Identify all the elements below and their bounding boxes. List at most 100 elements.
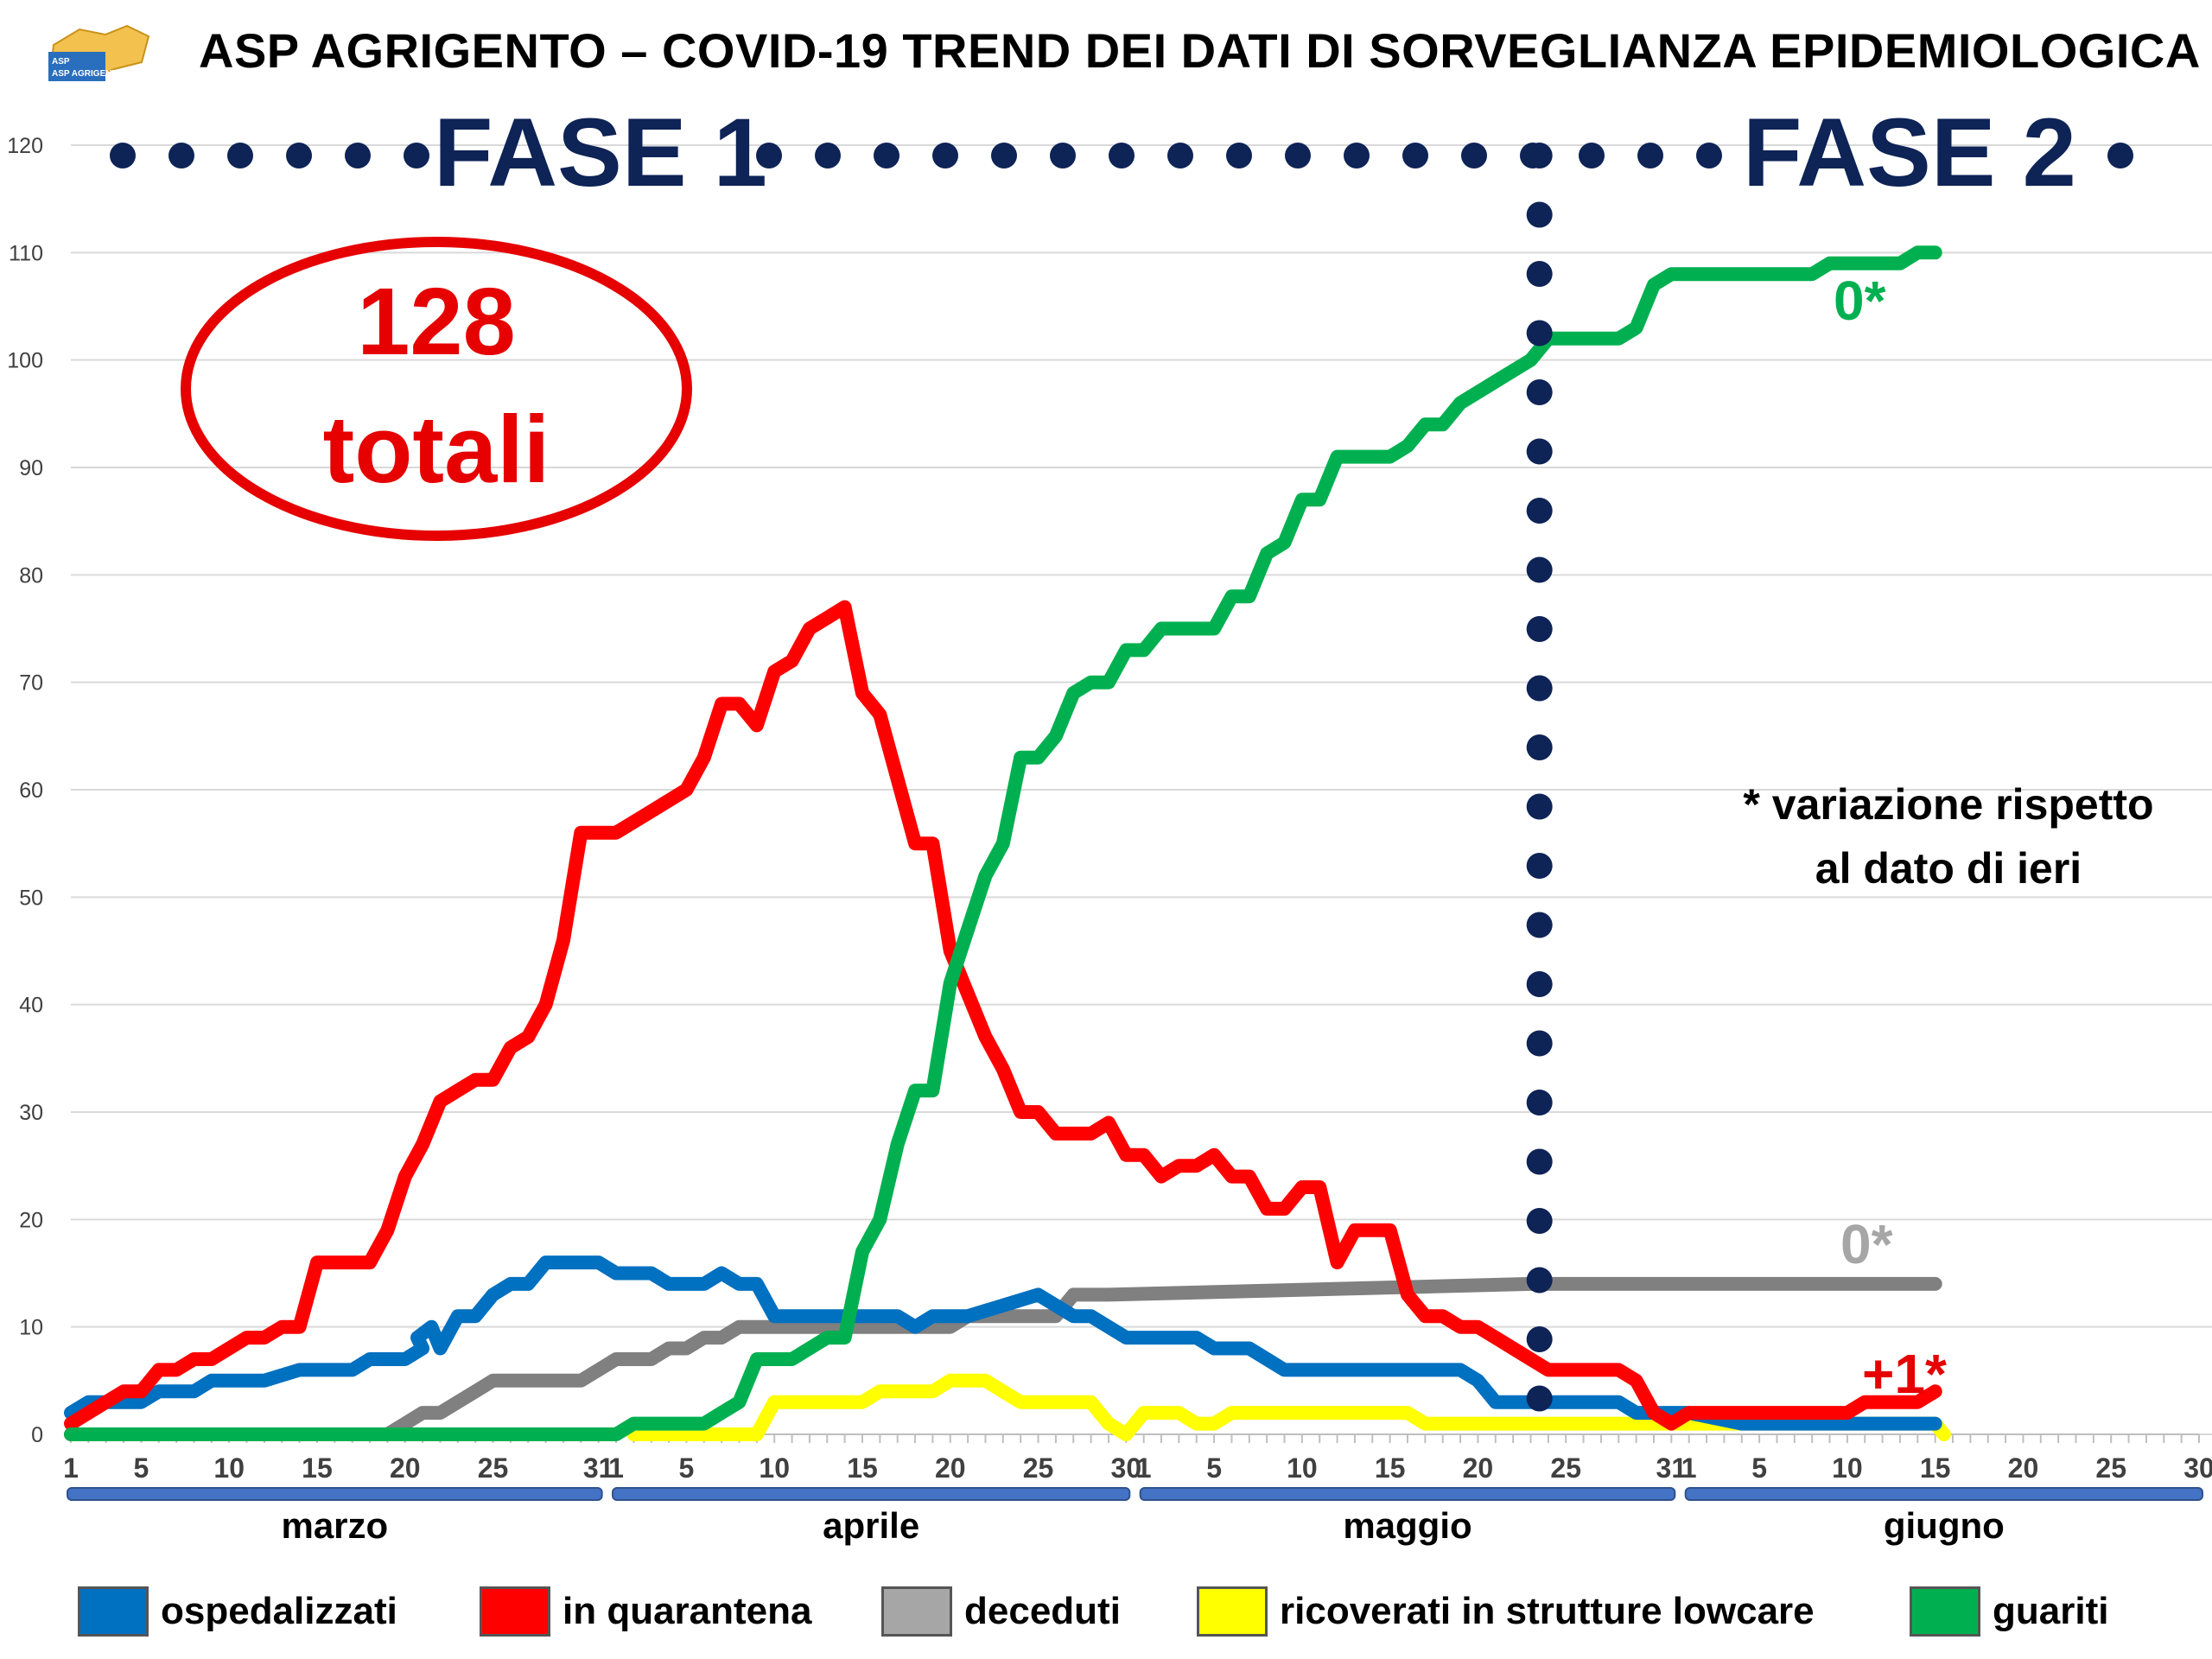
series-lines	[64, 245, 1951, 1441]
phase-dot	[932, 143, 958, 168]
y-tick-label: 20	[19, 1208, 43, 1232]
phase-dot	[1344, 143, 1370, 168]
month-bar	[67, 1487, 603, 1501]
phase-dot	[1109, 143, 1135, 168]
note-line2: al dato di ieri	[1815, 844, 2082, 893]
phase-dot	[1050, 143, 1076, 168]
phase-divider-dot	[1526, 143, 1553, 168]
series-line-deceduti	[64, 1276, 1942, 1441]
x-tick-label: 20	[935, 1452, 966, 1484]
phase-dot	[1696, 143, 1722, 168]
phase-divider-dot	[1526, 1208, 1553, 1234]
x-tick-label: 1	[1681, 1452, 1697, 1484]
phase-dot	[1402, 143, 1428, 168]
legend-label: deceduti	[964, 1590, 1121, 1632]
x-tick-label: 1	[63, 1452, 79, 1484]
month-label: giugno	[1884, 1505, 2005, 1546]
y-axis-ticks: 0 10 20 30 40 50 60 70 80 90 100 110 120	[7, 134, 43, 1447]
x-tick-label: 20	[2008, 1452, 2039, 1484]
legend-label: guariti	[1993, 1590, 2109, 1632]
legend-label: ricoverati in strutture lowcare	[1280, 1590, 1815, 1632]
annotation-quarantena: +1*	[1862, 1343, 1947, 1405]
x-tick-label: 10	[759, 1452, 790, 1484]
phase-dot	[1579, 143, 1605, 168]
phase-divider-dot	[1526, 1030, 1553, 1057]
asp-logo: ASP ASP AGRIGENTO	[48, 24, 150, 81]
phase-divider-dot	[1526, 1385, 1553, 1412]
phase-divider-dot	[1526, 734, 1553, 760]
x-tick-label: 30	[1111, 1452, 1142, 1484]
y-tick-label: 110	[9, 241, 43, 265]
legend-item-lowcare: ricoverati in strutture lowcare	[1197, 1581, 1815, 1642]
phase-divider-dot	[1526, 556, 1553, 583]
x-tick-label: 5	[1206, 1452, 1222, 1484]
y-tick-label: 70	[19, 671, 43, 696]
phase-divider-dot	[1526, 320, 1553, 346]
phase-dot	[1226, 143, 1252, 168]
phase-markers	[110, 143, 2133, 1412]
phase2-label: FASE 2	[1743, 99, 2076, 207]
phase-divider-dot	[1526, 912, 1553, 938]
x-tick-label: 25	[1023, 1452, 1054, 1484]
svg-text:ASP: ASP	[52, 57, 70, 67]
phase-divider-dot	[1526, 1267, 1553, 1294]
note-line1: * variazione rispetto	[1743, 780, 2153, 829]
x-tick-label: 20	[1463, 1452, 1494, 1484]
x-tick-label: 1	[608, 1452, 624, 1484]
x-tick-label: 15	[1920, 1452, 1951, 1484]
y-tick-label: 30	[19, 1101, 43, 1125]
x-tick-label: 25	[478, 1452, 509, 1484]
phase-dot	[1461, 143, 1487, 168]
legend-label: ospedalizzati	[161, 1590, 397, 1632]
y-tick-label: 50	[19, 886, 43, 910]
phase-dot	[756, 143, 782, 168]
phase-divider-dot	[1526, 616, 1553, 642]
month-label: aprile	[823, 1505, 919, 1546]
month-bar	[1684, 1487, 2203, 1501]
phase-dot	[1637, 143, 1663, 168]
x-tick-label: 15	[302, 1452, 333, 1484]
y-tick-label: 10	[19, 1316, 43, 1340]
x-tick-label: 25	[2095, 1452, 2126, 1484]
phase-divider-dot	[1526, 1148, 1553, 1175]
phase-dot	[815, 143, 841, 168]
x-tick-label: 20	[390, 1452, 421, 1484]
phase-divider-dot	[1526, 793, 1553, 820]
series-line-lowcare	[626, 1373, 1951, 1441]
phase-dot	[345, 143, 371, 168]
legend-item-ospedalizzati: ospedalizzati	[78, 1581, 397, 1642]
annotation-deceduti: 0*	[1840, 1213, 1893, 1275]
legend-swatch	[480, 1586, 550, 1637]
annotation-guariti: 0*	[1834, 270, 1886, 332]
phase-divider-dot	[1526, 438, 1553, 465]
phase-divider-dot	[1526, 853, 1553, 879]
x-tick-label: 10	[1832, 1452, 1863, 1484]
x-tick-label: 31	[1656, 1452, 1688, 1484]
y-tick-label: 0	[31, 1423, 43, 1447]
svg-text:ASP AGRIGENTO: ASP AGRIGENTO	[52, 69, 124, 79]
legend-item-deceduti: deceduti	[881, 1581, 1121, 1642]
x-tick-label: 5	[679, 1452, 695, 1484]
x-tick-label: 10	[213, 1452, 245, 1484]
x-tick-label: 15	[847, 1452, 878, 1484]
total-number: 128	[357, 269, 516, 375]
phase-dot	[874, 143, 899, 168]
phase-dot	[404, 143, 429, 168]
phase-divider-dot	[1526, 971, 1553, 997]
total-label: totali	[323, 397, 550, 503]
legend-label: in quarantena	[563, 1590, 812, 1632]
legend-item-quarantena: in quarantena	[480, 1581, 812, 1642]
phase-divider-dot	[1526, 379, 1553, 405]
phase-dot	[227, 143, 253, 168]
legend-item-guariti: guariti	[1910, 1581, 2108, 1642]
series-line-ospedalizzati	[64, 1255, 1942, 1431]
x-tick-label: 25	[1550, 1452, 1581, 1484]
phase1-label: FASE 1	[434, 99, 767, 207]
phase-dot	[2107, 143, 2133, 168]
phase-dot	[1167, 143, 1193, 168]
phase-dot	[168, 143, 194, 168]
y-tick-label: 120	[7, 134, 43, 158]
month-label: maggio	[1343, 1505, 1471, 1546]
x-tick-label: 15	[1375, 1452, 1406, 1484]
